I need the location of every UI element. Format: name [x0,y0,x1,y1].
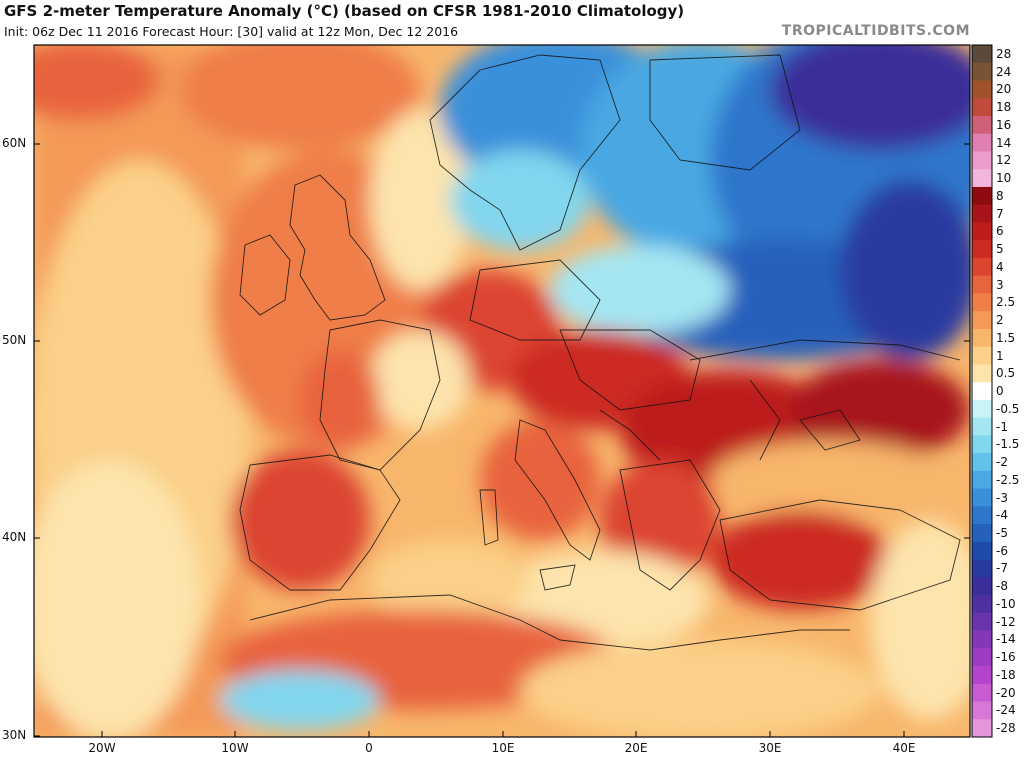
colorbar-label: 12 [996,153,1012,168]
colorbar-label: 16 [996,117,1012,132]
colorbar-swatch [972,275,992,294]
colorbar-label: -24 [996,703,1016,718]
colorbar-label: -3 [996,490,1008,505]
colorbar-swatch [972,98,992,117]
colorbar-swatch [972,541,992,561]
brand-watermark: TROPICALTIDBITS.COM [781,23,970,39]
colorbar-swatch [972,453,992,472]
colorbar-label: 1.5 [996,330,1016,345]
colorbar-label: -12 [996,614,1016,629]
colorbar-swatch [972,186,992,206]
colorbar-swatch [972,399,992,419]
colorbar-swatch [972,435,992,454]
colorbar-label: 10 [996,171,1012,186]
colorbar-label: -6 [996,543,1008,558]
colorbar-label: -28 [996,721,1016,736]
lon-label-10w: 10W [221,741,249,755]
colorbar-swatch [972,328,992,348]
lon-label-20w: 20W [88,741,116,755]
colorbar-swatch [972,648,992,667]
longitude-ticks [101,731,905,737]
colorbar-swatch [972,346,992,365]
colorbar-label: 24 [996,64,1012,79]
colorbar-swatch [972,506,992,525]
lat-label-60n: 60N [2,136,27,150]
colorbar-label: -1.5 [996,437,1020,452]
lat-label-30n: 30N [2,728,27,742]
colorbar-swatch [972,595,992,614]
colorbar-label: 20 [996,82,1012,97]
lon-label-20e: 20E [624,741,648,755]
lon-label-40e: 40E [892,741,916,755]
colorbar-label: 7 [996,206,1004,221]
colorbar-label: 28 [996,46,1012,61]
colorbar-swatch [972,417,992,436]
colorbar-swatch [972,382,992,401]
colorbar-swatch [972,630,992,649]
colorbar-swatch [972,719,992,738]
colorbar-label: 14 [996,135,1012,150]
colorbar [972,45,992,738]
colorbar-label: 1 [996,348,1004,363]
lat-label-50n: 50N [2,333,27,347]
colorbar-label: -2 [996,455,1008,469]
colorbar-label: -14 [996,632,1016,647]
map-field [34,45,970,737]
lon-label-30e: 30E [758,741,782,755]
colorbar-swatch [972,293,992,312]
latitude-ticks [34,143,970,737]
lat-label-40n: 40N [2,530,27,544]
colorbar-label: 18 [996,100,1012,115]
colorbar-label: 0 [996,384,1004,398]
colorbar-swatch [972,577,992,596]
lon-label-0: 0 [365,741,373,755]
colorbar-label: 3 [996,277,1004,292]
colorbar-swatch [972,683,992,703]
colorbar-swatch [972,559,992,578]
colorbar-swatch [972,311,992,330]
colorbar-label: -2.5 [996,472,1020,487]
colorbar-label: 5 [996,242,1004,257]
map-title: GFS 2-meter Temperature Anomaly (°C) (ba… [4,2,685,20]
colorbar-label: -0.5 [996,401,1020,416]
colorbar-label: -4 [996,508,1008,523]
colorbar-swatch [972,488,992,507]
colorbar-swatch [972,133,992,152]
colorbar-swatch [972,257,992,277]
colorbar-swatch [972,80,992,99]
colorbar-label: 4 [996,259,1004,274]
colorbar-label: -8 [996,579,1008,594]
colorbar-swatch [972,151,992,170]
colorbar-label: 2 [996,313,1004,327]
colorbar-label: 0.5 [996,366,1016,381]
lon-label-10e: 10E [491,741,515,755]
colorbar-swatch [972,470,992,490]
colorbar-label: 8 [996,188,1004,203]
colorbar-swatch [972,45,992,64]
colorbar-label: -1 [996,419,1008,434]
colorbar-swatch [972,222,992,241]
colorbar-swatch [972,204,992,223]
colorbar-swatch [972,612,992,632]
colorbar-swatch [972,524,992,543]
map-frame [33,44,971,738]
colorbar-label: -5 [996,525,1008,540]
colorbar-label: 6 [996,224,1004,239]
colorbar-label: -18 [996,667,1016,682]
colorbar-label: -16 [996,650,1016,665]
colorbar-label: -7 [996,561,1008,576]
colorbar-label: -10 [996,596,1016,611]
colorbar-label: -20 [996,685,1016,700]
colorbar-swatch [972,701,992,720]
colorbar-swatch [972,115,992,135]
map-subtitle: Init: 06z Dec 11 2016 Forecast Hour: [30… [4,24,459,39]
colorbar-frame [971,44,993,738]
colorbar-swatch [972,364,992,383]
colorbar-swatch [972,169,992,188]
colorbar-swatch [972,240,992,259]
colorbar-label: 2.5 [996,295,1016,310]
colorbar-swatch [972,62,992,81]
colorbar-swatch [972,666,992,685]
